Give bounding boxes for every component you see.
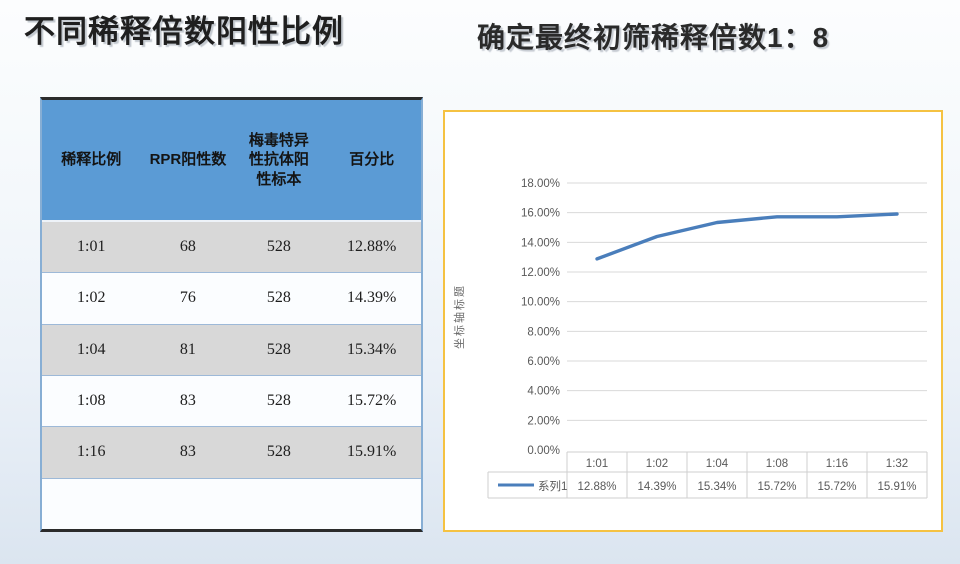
table-cell: 528 — [266, 340, 291, 358]
y-tick-label: 4.00% — [527, 386, 560, 398]
table-cell: 15.91% — [347, 443, 397, 461]
series-value-label: 15.72% — [817, 481, 856, 493]
table-cell: 528 — [266, 392, 291, 410]
y-tick-label: 14.00% — [521, 237, 560, 249]
table-row: 1:01 68 528 12.88% — [42, 222, 421, 273]
y-axis-title: 坐标轴标题 — [452, 284, 466, 349]
y-tick-label: 6.00% — [527, 356, 560, 368]
series-value-label: 14.39% — [637, 481, 676, 493]
y-tick-label: 12.00% — [521, 267, 560, 279]
table-cell: 15.34% — [347, 340, 397, 358]
y-tick-label: 16.00% — [521, 208, 560, 220]
table-header-cell: RPR阳性数 — [149, 151, 227, 169]
table-cell: 1:04 — [77, 340, 106, 358]
x-category-label: 1:02 — [646, 458, 668, 470]
y-tick-label: 18.00% — [521, 178, 560, 190]
dilution-table: 稀释比例 RPR阳性数 梅毒特异性抗体阳性标本 百分比 1:01 68 528 … — [40, 97, 423, 532]
table-header-cell: 百分比 — [349, 151, 395, 169]
table-header-cell: 梅毒特异性抗体阳性标本 — [248, 131, 309, 188]
chart-canvas: 18.00% 16.00% 14.00% 12.00% 10.00% 8.00% 6.00%… — [452, 178, 928, 499]
table-cell: 528 — [266, 289, 291, 307]
y-tick-label: 8.00% — [527, 326, 560, 338]
table-cell: 528 — [266, 238, 291, 256]
series-value-label: 12.88% — [577, 481, 616, 493]
series-value-label: 15.91% — [877, 481, 916, 493]
table-header-row: 稀释比例 RPR阳性数 梅毒特异性抗体阳性标本 百分比 — [42, 100, 421, 222]
x-category-label: 1:08 — [766, 458, 788, 470]
x-category-label: 1:32 — [886, 458, 908, 470]
table-cell: 12.88% — [347, 238, 397, 256]
x-category-label: 1:16 — [826, 458, 848, 470]
slide-title-left: 不同稀释倍数阳性比例 — [24, 14, 344, 49]
table-cell: 76 — [179, 289, 196, 307]
table-cell: 14.39% — [347, 289, 397, 307]
x-category-label: 1:01 — [586, 458, 608, 470]
table-row: 1:02 76 528 14.39% — [42, 272, 421, 324]
table-cell: 1:02 — [77, 289, 106, 307]
slide-title-right: 确定最终初筛稀释倍数1：8 — [477, 22, 830, 53]
series-value-label: 15.34% — [697, 481, 736, 493]
series-value-label: 15.72% — [757, 481, 796, 493]
dilution-line-chart: 18.00% 16.00% 14.00% 12.00% 10.00% 8.00% 6.00%… — [443, 110, 943, 532]
table-row — [42, 477, 421, 529]
table-cell: 1:01 — [77, 238, 106, 256]
table-row: 1:08 83 528 15.72% — [42, 374, 421, 427]
table-header-cell: 稀释比例 — [61, 151, 122, 169]
table-cell: 68 — [179, 238, 196, 256]
table-cell: 528 — [266, 443, 291, 461]
table-cell: 83 — [179, 443, 196, 461]
y-tick-label: 0.00% — [527, 445, 560, 457]
x-category-label: 1:04 — [706, 458, 729, 470]
table-cell: 1:08 — [77, 392, 106, 410]
table-cell: 15.72% — [347, 392, 397, 410]
table-row: 1:04 81 528 15.34% — [42, 323, 421, 375]
table-row: 1:16 83 528 15.91% — [42, 426, 421, 478]
table-cell: 83 — [179, 392, 196, 410]
y-tick-label: 2.00% — [527, 415, 560, 427]
series-line — [595, 212, 899, 261]
y-tick-label: 10.00% — [521, 297, 560, 309]
table-cell: 1:16 — [77, 443, 106, 461]
legend-label: 系列1 — [538, 479, 567, 493]
table-cell: 81 — [179, 340, 196, 358]
